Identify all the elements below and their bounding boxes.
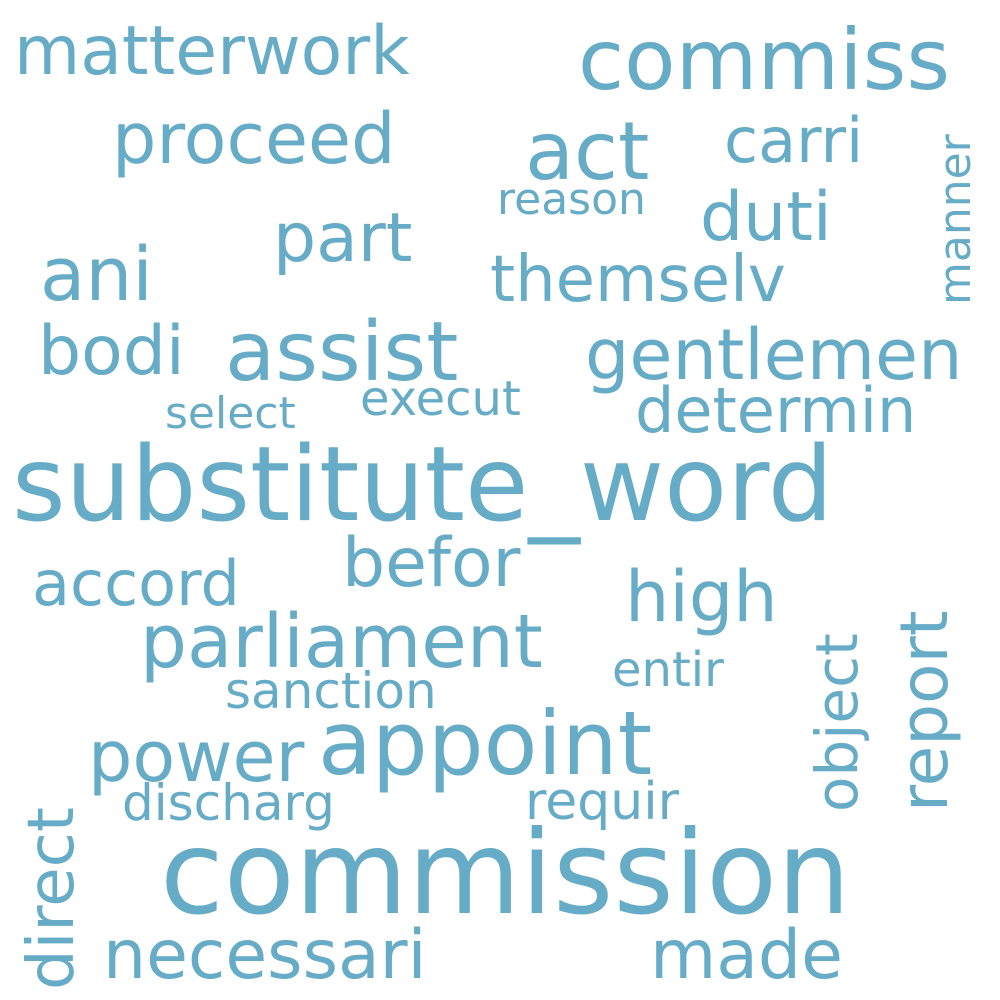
word-made: made <box>650 916 843 995</box>
word-commiss: commiss <box>578 11 951 109</box>
word-direct: direct <box>15 807 89 990</box>
word-commission: commission <box>160 806 851 941</box>
word-carri: carri <box>724 104 864 177</box>
word-execut: execut <box>360 371 521 427</box>
word-power: power <box>88 716 305 798</box>
word-select: select <box>165 388 296 439</box>
word-substitute_word: substitute_word <box>12 425 834 545</box>
word-themselv: themselv <box>490 243 786 317</box>
word-sanction: sanction <box>225 662 437 720</box>
word-accord: accord <box>32 547 240 620</box>
word-ani: ani <box>40 232 153 318</box>
word-act: act <box>525 105 650 198</box>
word-befor: befor <box>342 524 521 603</box>
word-proceed: proceed <box>112 98 396 180</box>
word-reason: reason <box>497 174 646 225</box>
word-entir: entir <box>612 642 724 698</box>
word-appoint: appoint <box>318 692 653 795</box>
word-object: object <box>803 633 871 812</box>
word-necessari: necessari <box>103 916 427 995</box>
word-matterwork: matterwork <box>14 12 410 91</box>
word-part: part <box>273 199 413 278</box>
word-discharg: discharg <box>122 774 335 832</box>
word-determin: determin <box>635 374 917 447</box>
word-manner: manner <box>930 134 981 305</box>
word-duti: duti <box>700 178 832 257</box>
word-high: high <box>625 556 778 638</box>
word-report: report <box>886 610 963 812</box>
word-gentlemen: gentlemen <box>585 314 963 396</box>
word-parliament: parliament <box>140 599 543 685</box>
word-requir: requir <box>525 772 680 832</box>
word-assist: assist <box>225 305 459 400</box>
word-bodi: bodi <box>38 312 185 391</box>
